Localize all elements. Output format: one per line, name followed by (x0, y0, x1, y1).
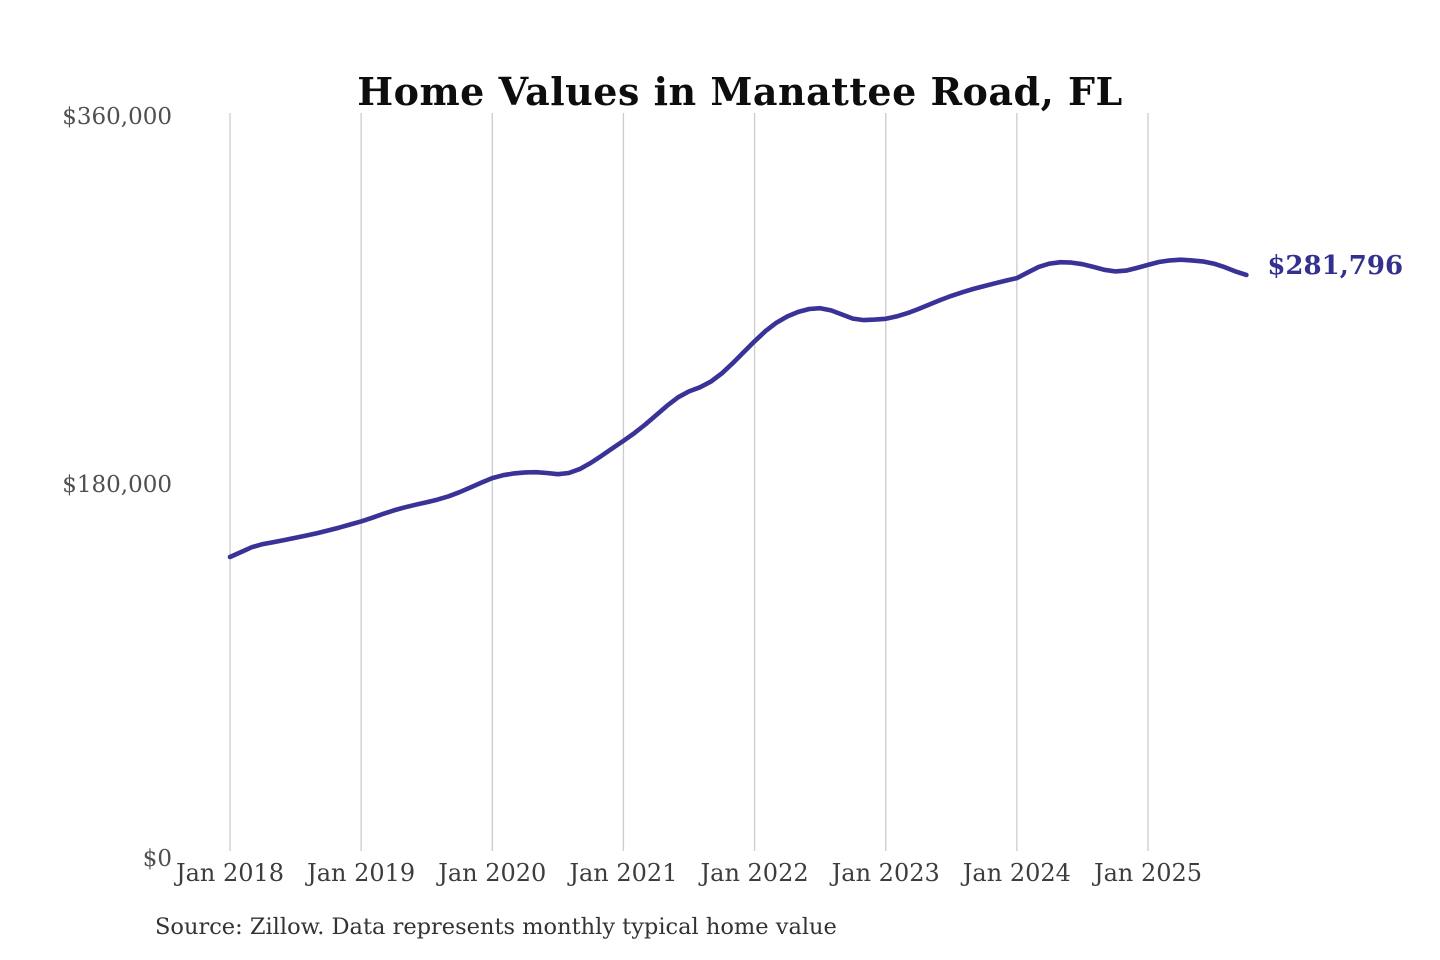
y-tick-label: $0 (142, 846, 172, 872)
y-tick-label: $360,000 (62, 104, 172, 130)
x-tick-label: Jan 2019 (307, 859, 416, 887)
y-tick-label: $180,000 (62, 472, 172, 498)
x-tick-label: Jan 2021 (569, 859, 678, 887)
x-tick-label: Jan 2020 (438, 859, 547, 887)
x-tick-label: Jan 2022 (700, 859, 809, 887)
x-tick-label: Jan 2025 (1093, 859, 1203, 887)
latest-value-label: $281,796 (1267, 250, 1404, 281)
home-value-line (227, 257, 1249, 560)
source-note: Source: Zillow. Data represents monthly … (155, 914, 837, 940)
chart-title: Home Values in Manattee Road, FL (357, 69, 1123, 115)
x-tick-label: Jan 2018 (175, 859, 285, 887)
x-tick-label: Jan 2023 (831, 859, 940, 887)
x-tick-label: Jan 2024 (962, 859, 1071, 887)
